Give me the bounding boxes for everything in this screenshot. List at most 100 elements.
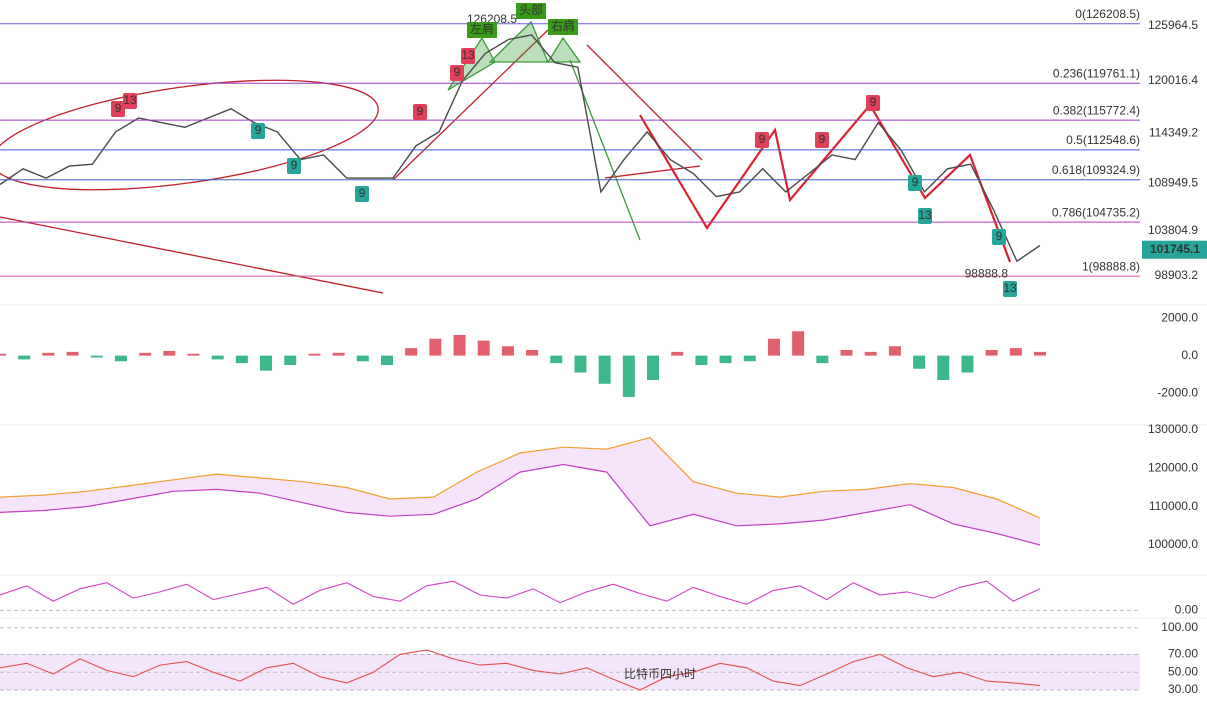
- y-tick-label: -2000.0: [1157, 385, 1198, 399]
- y-tick-label: 110000.0: [1149, 499, 1198, 513]
- fib-label: 0.786(104735.2): [1052, 205, 1140, 219]
- td-tag: [918, 208, 932, 224]
- td-label: 13: [1003, 281, 1017, 295]
- macd-bar: [695, 355, 708, 365]
- macd-bar: [961, 355, 974, 373]
- pattern-label: 右肩: [551, 18, 575, 33]
- macd-bar: [429, 338, 442, 356]
- macd-bar: [114, 355, 127, 362]
- macd-bar: [574, 355, 587, 373]
- macd-bar: [743, 355, 756, 362]
- macd-bar: [405, 348, 418, 356]
- line: [0, 649, 1041, 691]
- macd-bar: [163, 350, 176, 356]
- head-shape: [488, 20, 549, 63]
- pattern-label: 头部: [519, 2, 543, 17]
- macd-bar: [913, 355, 926, 369]
- td-tag: [123, 93, 137, 109]
- macd-bar: [477, 340, 490, 356]
- macd-bar: [719, 355, 732, 364]
- macd-bar: [671, 351, 684, 356]
- td-label: 9: [819, 132, 826, 146]
- pattern-label: 左肩: [470, 21, 494, 36]
- y-tick-label: 70.00: [1168, 647, 1198, 661]
- macd-bar: [598, 355, 611, 384]
- td-label: 9: [359, 186, 366, 200]
- line: [0, 580, 1041, 605]
- macd-bar: [187, 353, 200, 356]
- td-tag: [755, 132, 769, 148]
- y-tick-label: 50.00: [1168, 664, 1198, 678]
- macd-bar: [526, 350, 539, 356]
- td-tag: [413, 104, 427, 120]
- macd-bar: [380, 355, 393, 365]
- y-tick-label: 103804.9: [1148, 223, 1198, 237]
- macd-bar: [284, 355, 297, 365]
- y-tick-label: 130000.0: [1148, 422, 1198, 436]
- td-label: 9: [912, 175, 919, 189]
- td-tag: [111, 101, 125, 117]
- y-tick-label: 114349.2: [1149, 125, 1198, 139]
- td-label: 13: [918, 208, 932, 222]
- watermark: 比特币四小时: [624, 666, 696, 681]
- price-badge: [1142, 240, 1207, 259]
- td-label: 9: [115, 101, 122, 115]
- y-tick-label: 30.00: [1168, 682, 1198, 696]
- td-tag: [815, 132, 829, 148]
- pattern-tag: [516, 3, 546, 19]
- td-tag: [461, 48, 475, 64]
- macd-bar: [66, 351, 79, 356]
- shoulder-shape: [546, 36, 582, 63]
- fib-label: 0.236(119761.1): [1053, 66, 1140, 80]
- macd-bar: [937, 355, 950, 380]
- fib-label: 1(98888.8): [1082, 259, 1140, 273]
- macd-bar: [308, 353, 321, 356]
- drawings: [0, 20, 1012, 294]
- fib-label: 0.382(115772.4): [1053, 103, 1140, 117]
- line: [0, 436, 1041, 519]
- fib-label: 0.5(112548.6): [1066, 133, 1140, 147]
- td-tag: [866, 95, 880, 111]
- td-tag: [251, 123, 265, 139]
- td-tag: [450, 65, 464, 81]
- fib-label: 0(126208.5): [1075, 7, 1140, 21]
- td-tag: [992, 229, 1006, 245]
- y-tick-label: 100.00: [1161, 620, 1198, 634]
- pattern-tag: [467, 22, 497, 38]
- y-tick-label: 108949.5: [1148, 175, 1198, 189]
- macd-bar: [18, 355, 31, 360]
- macd-bar: [332, 352, 345, 356]
- td-tag: [287, 158, 301, 174]
- td-label: 9: [996, 229, 1003, 243]
- line: [0, 34, 1041, 263]
- pattern-tag: [548, 19, 578, 35]
- line: [0, 463, 1041, 546]
- macd-bar: [501, 346, 514, 356]
- td-tag: [355, 186, 369, 202]
- y-tick-label: 120016.4: [1148, 73, 1198, 87]
- td-label: 9: [417, 104, 424, 118]
- macd-bar: [453, 335, 466, 356]
- macd-bar: [0, 353, 6, 356]
- macd-bar: [90, 355, 103, 358]
- macd-bar: [139, 352, 152, 356]
- macd-bar: [767, 338, 780, 356]
- macd-bar: [816, 355, 829, 364]
- macd-bar: [211, 355, 224, 360]
- macd-bar: [1034, 351, 1046, 356]
- td-label: 9: [759, 132, 766, 146]
- y-tick-label: 2000.0: [1161, 310, 1198, 324]
- last-price: 101745.1: [1150, 242, 1200, 256]
- y-tick-label: 120000.0: [1148, 460, 1198, 474]
- macd-bar: [840, 350, 853, 356]
- td-tag: [1003, 281, 1017, 297]
- td-tag: [908, 175, 922, 191]
- macd-bar: [235, 355, 248, 364]
- fib-label: 0.618(109324.9): [1052, 163, 1140, 177]
- macd-bar: [622, 355, 635, 397]
- macd-bar: [985, 350, 998, 356]
- macd-bar: [550, 355, 563, 364]
- macd-bar: [864, 351, 877, 356]
- trend-line: [586, 44, 703, 161]
